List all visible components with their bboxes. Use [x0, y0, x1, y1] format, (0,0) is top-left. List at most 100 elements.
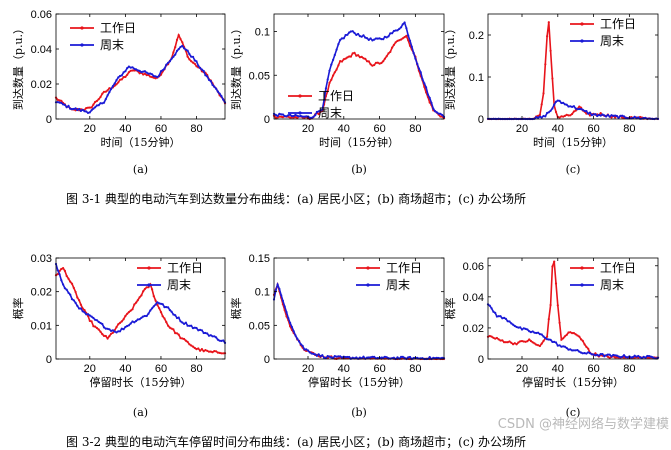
data-point: [60, 279, 63, 282]
data-point: [195, 326, 198, 330]
data-point: [97, 98, 100, 101]
data-point: [188, 343, 191, 346]
data-point: [562, 345, 565, 348]
data-point: [299, 343, 302, 346]
data-point: [558, 344, 561, 347]
data-point: [403, 356, 406, 359]
data-point: [383, 57, 386, 60]
data-point: [83, 110, 86, 113]
data-point: [344, 356, 347, 359]
data-point: [74, 290, 77, 294]
data-point: [129, 309, 132, 312]
data-point: [170, 57, 173, 60]
data-point: [364, 57, 367, 61]
x-tick-label: 40: [552, 363, 564, 375]
data-point: [524, 340, 527, 343]
data-point: [567, 114, 570, 117]
data-point: [117, 330, 120, 333]
data-point: [533, 342, 536, 345]
data-point: [72, 299, 75, 302]
data-point: [193, 326, 196, 329]
data-point: [617, 116, 620, 119]
data-point: [294, 334, 297, 337]
data-point: [540, 333, 543, 336]
data-point: [558, 116, 561, 119]
data-point: [143, 314, 146, 318]
data-point: [292, 115, 295, 118]
data-point: [94, 100, 97, 104]
data-point: [63, 103, 66, 106]
data-point: [319, 355, 322, 358]
data-point: [332, 356, 335, 359]
data-point: [94, 325, 97, 328]
data-point: [199, 66, 202, 70]
legend-marker: [580, 39, 584, 43]
data-point: [592, 353, 595, 356]
data-point: [222, 98, 225, 101]
y-tick-label: 0.01: [31, 320, 52, 332]
data-point: [88, 106, 91, 109]
data-point: [640, 356, 644, 360]
data-point: [168, 60, 171, 63]
data-point: [191, 61, 195, 64]
data-point: [572, 110, 576, 113]
x-tick-label: 60: [155, 123, 167, 135]
data-point: [305, 348, 308, 351]
data-point: [529, 339, 533, 343]
data-point: [547, 338, 550, 341]
data-point: [209, 350, 212, 353]
data-point: [421, 78, 424, 81]
data-point: [631, 356, 635, 359]
data-point: [190, 324, 193, 327]
data-point: [200, 68, 203, 71]
data-point: [428, 96, 431, 99]
data-point: [544, 63, 547, 66]
legend-marker: [80, 26, 84, 30]
data-point: [610, 114, 613, 117]
legend-marker: [147, 266, 151, 270]
data-point: [526, 328, 529, 331]
data-point: [558, 99, 561, 102]
x-tick-label: 60: [155, 363, 167, 375]
data-point: [563, 103, 567, 106]
data-point: [435, 356, 438, 359]
data-point: [305, 115, 308, 118]
data-point: [639, 356, 642, 359]
data-point: [111, 331, 114, 334]
data-point: [391, 46, 394, 49]
data-point: [69, 280, 72, 283]
series-markers-weekend: [272, 21, 446, 119]
data-point: [151, 76, 154, 79]
data-point: [403, 21, 406, 24]
data-point: [140, 294, 143, 297]
data-point: [614, 356, 617, 359]
data-point: [88, 314, 91, 317]
data-point: [601, 113, 604, 116]
data-point: [135, 68, 138, 71]
y-tick-label: 0.04: [31, 44, 52, 56]
data-point: [333, 53, 336, 57]
data-point: [501, 339, 504, 342]
data-point: [102, 334, 106, 337]
data-point: [147, 286, 150, 289]
data-point: [608, 356, 611, 359]
data-point: [383, 35, 386, 38]
data-point: [621, 114, 624, 117]
data-point: [635, 355, 638, 358]
data-point: [398, 27, 401, 30]
data-point: [367, 356, 370, 359]
data-point: [215, 87, 218, 90]
legend-label-weekend: 周末: [167, 278, 191, 292]
x-axis-label: 时间（15分钟）: [533, 135, 613, 149]
data-point: [70, 108, 74, 111]
data-point: [540, 342, 543, 345]
data-point: [303, 348, 306, 351]
data-point: [101, 322, 104, 326]
y-tick-label: 0: [478, 114, 484, 126]
data-point: [290, 325, 293, 329]
data-point: [67, 277, 70, 280]
data-point: [373, 38, 376, 41]
y-tick-label: 0.15: [249, 253, 270, 265]
